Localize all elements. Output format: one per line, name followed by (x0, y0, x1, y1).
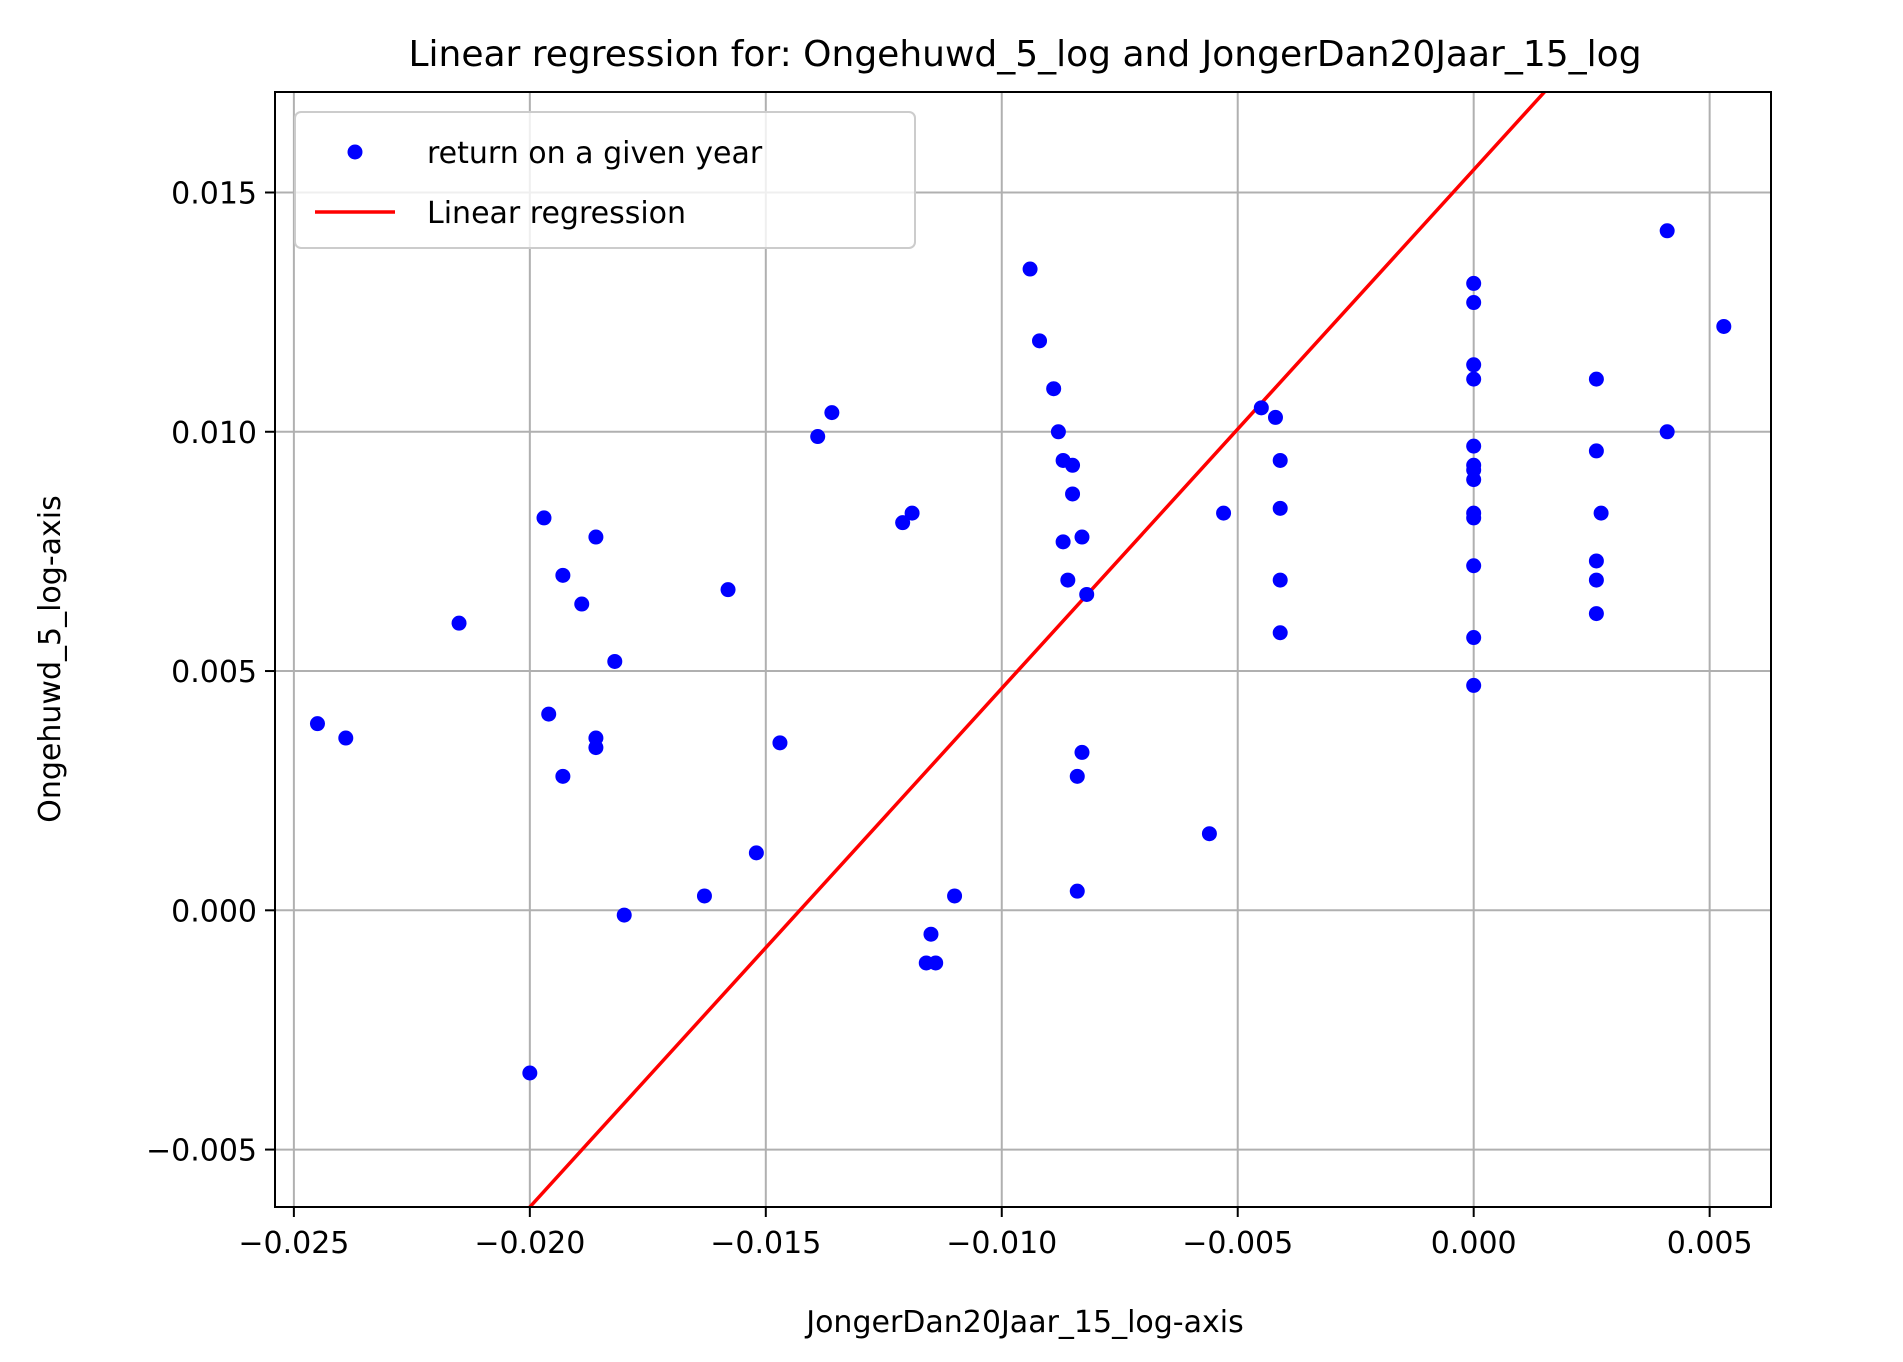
scatter-point (1267, 409, 1283, 425)
scatter-point (923, 926, 939, 942)
chart-title: Linear regression for: Ongehuwd_5_log an… (408, 34, 1641, 75)
scatter-point (1022, 261, 1038, 277)
data-marks (309, 92, 1732, 1207)
y-tick-label: 0.000 (171, 894, 257, 929)
scatter-point (522, 1065, 538, 1081)
scatter-point (1588, 371, 1604, 387)
scatter-point (1050, 424, 1066, 440)
scatter-point (1272, 500, 1288, 516)
legend-box (294, 111, 916, 249)
scatter-point (555, 768, 571, 784)
y-tick-label: 0.005 (171, 655, 257, 690)
legend-label: return on a given year (427, 136, 763, 171)
x-tick-label: 0.000 (1431, 1226, 1517, 1261)
scatter-point (1588, 572, 1604, 588)
scatter-point (541, 706, 557, 722)
plot-area (309, 92, 1732, 1207)
legend-marker-scatter (347, 144, 363, 160)
scatter-point (1055, 534, 1071, 550)
scatter-point (1466, 438, 1482, 454)
scatter-point (588, 740, 604, 756)
scatter-point (1032, 333, 1048, 349)
y-axis-ticks: −0.005 0.000 0.005 0.010 0.015 (146, 176, 275, 1169)
scatter-point (1272, 625, 1288, 641)
scatter-point (1065, 486, 1081, 502)
scatter-point (895, 515, 911, 531)
scatter-point (1588, 443, 1604, 459)
scatter-point (1253, 400, 1269, 416)
scatter-point (748, 845, 764, 861)
scatter-point (1216, 505, 1232, 521)
scatter-point (1466, 371, 1482, 387)
scatter-point (1074, 744, 1090, 760)
legend: return on a given year Linear regression (294, 111, 916, 249)
y-axis-label: Ongehuwd_5_log-axis (33, 495, 68, 822)
scatter-point (696, 888, 712, 904)
scatter-point (1716, 318, 1732, 334)
x-axis-ticks: −0.025 −0.020 −0.015 −0.010 −0.005 0.000 0.005 (238, 1207, 1753, 1261)
scatter-point (1074, 529, 1090, 545)
legend-label: Linear regression (427, 196, 686, 231)
scatter-point (451, 615, 467, 631)
scatter-point (928, 955, 944, 971)
scatter-point (1466, 357, 1482, 373)
scatter-point (574, 596, 590, 612)
scatter-point (1659, 424, 1675, 440)
scatter-point (555, 567, 571, 583)
x-axis-label: JongerDan20Jaar_15_log-axis (804, 1305, 1244, 1340)
scatter-point (1466, 275, 1482, 291)
scatter-point (1272, 572, 1288, 588)
x-tick-label: −0.025 (238, 1226, 349, 1261)
plot-frame (274, 91, 1772, 1208)
scatter-point (947, 888, 963, 904)
scatter-point (1466, 677, 1482, 693)
scatter-point (1593, 505, 1609, 521)
x-tick-label: −0.010 (946, 1226, 1057, 1261)
scatter-point (1588, 553, 1604, 569)
scatter-point (1466, 558, 1482, 574)
scatter-point (1466, 630, 1482, 646)
scatter-point (1079, 586, 1095, 602)
scatter-point (904, 505, 920, 521)
scatter-point (1466, 472, 1482, 488)
scatter-point (309, 716, 325, 732)
scatter-point (1201, 826, 1217, 842)
scatter-point (1466, 510, 1482, 526)
y-tick-label: −0.005 (146, 1134, 257, 1169)
scatter-point (1659, 223, 1675, 239)
scatter-point (1065, 457, 1081, 473)
x-tick-label: −0.015 (710, 1226, 821, 1261)
scatter-point (588, 529, 604, 545)
scatter-point (772, 735, 788, 751)
scatter-point (616, 907, 632, 923)
scatter-point (1060, 572, 1076, 588)
scatter-point (338, 730, 354, 746)
scatter-point (1046, 381, 1062, 397)
scatter-point (720, 582, 736, 598)
x-tick-label: −0.020 (474, 1226, 585, 1261)
scatter-point (810, 429, 826, 445)
scatter-point (607, 653, 623, 669)
y-tick-label: 0.010 (171, 416, 257, 451)
scatter-point (1588, 606, 1604, 622)
scatter-point (1466, 295, 1482, 311)
x-tick-label: −0.005 (1182, 1226, 1293, 1261)
y-tick-label: 0.015 (171, 176, 257, 211)
scatter-point (824, 405, 840, 421)
scatter-point (1272, 452, 1288, 468)
scatter-point (536, 510, 552, 526)
scatter-point (1069, 768, 1085, 784)
regression-line (528, 92, 1546, 1207)
scatter-point (1069, 883, 1085, 899)
x-tick-label: 0.005 (1667, 1226, 1753, 1261)
